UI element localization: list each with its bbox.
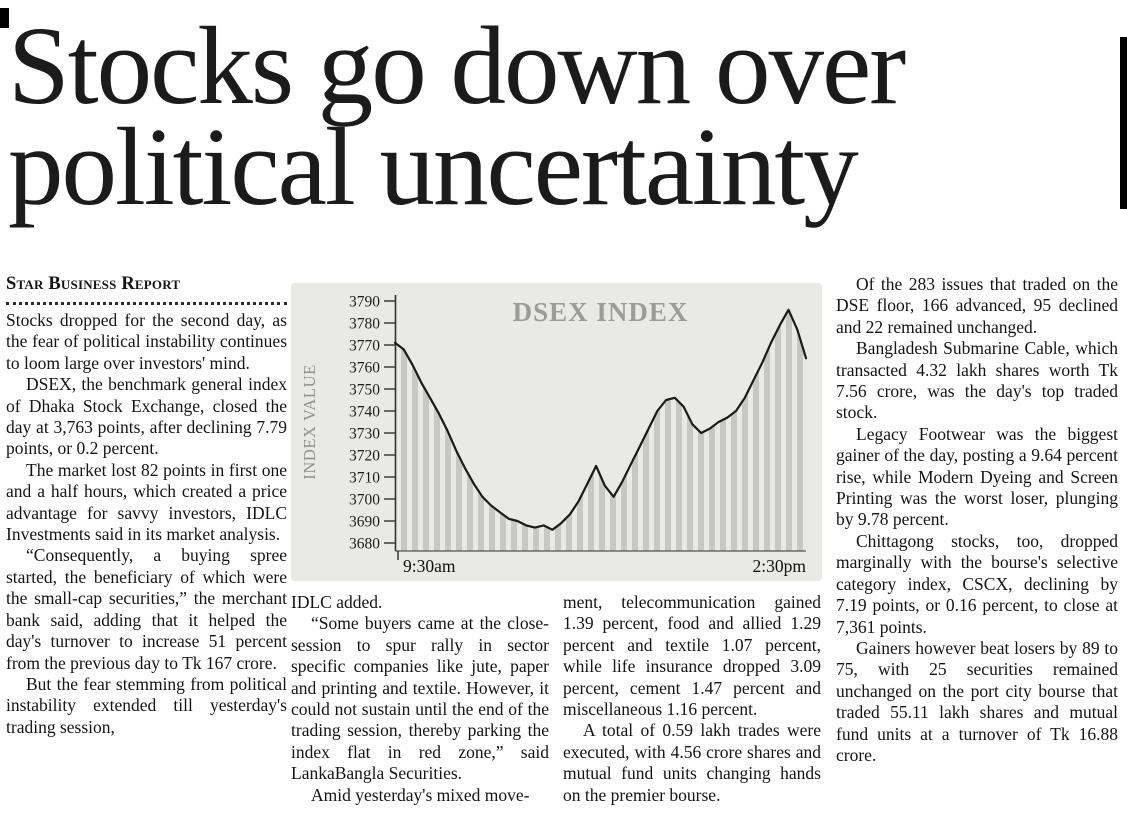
paragraph: Legacy Footwear was the biggest gainer o… <box>836 423 1118 530</box>
paragraph: Amid yesterday's mixed move- <box>311 784 530 805</box>
y-tick-label: 3780 <box>349 316 380 333</box>
paragraph: Stocks dropped for the second day, as th… <box>6 310 287 373</box>
article-headline: Stocks go down over political uncertaint… <box>8 5 1118 229</box>
y-tick-label: 3740 <box>349 404 380 421</box>
chart-ylabel: INDEX VALUE <box>300 364 319 480</box>
column-middle-right: ment, telecommunication gained 1.39 perc… <box>563 592 821 806</box>
y-tick-label: 3760 <box>349 360 380 377</box>
column-middle-left: IDLC added. “Some buyers came at the clo… <box>291 592 549 806</box>
paragraph: “Consequently, a buying spree started, t… <box>6 545 287 673</box>
y-tick-label: 3690 <box>349 514 380 531</box>
dsex-index-chart-svg: 3790 3780 3770 3760 3750 3740 3730 3720 3710 3700… <box>300 294 808 576</box>
y-tick-label: 3790 <box>349 294 380 311</box>
chart-title: DSEX INDEX <box>513 297 689 327</box>
y-tick-label: 3700 <box>349 492 380 509</box>
dsex-index-chart: 3790 3780 3770 3760 3750 3740 3730 3720 3710 3700… <box>291 283 822 581</box>
paragraph: DSEX, the benchmark general index of Dha… <box>6 374 287 459</box>
paragraph: The market lost 82 points in first one a… <box>6 459 287 545</box>
headline-line-2: political uncertainty <box>8 106 859 229</box>
paragraph: IDLC added. <box>291 592 383 612</box>
paragraph: But the fear stemming from political ins… <box>6 673 287 737</box>
paragraph: Of the 283 issues that traded on the DSE… <box>836 274 1118 337</box>
paragraph: A total of 0.59 lakh trades were execute… <box>563 720 821 805</box>
paragraph: ment, telecommunication gained 1.39 perc… <box>563 592 821 720</box>
x-axis-label-start: 9:30am <box>403 556 456 576</box>
y-tick-label: 3750 <box>349 382 380 399</box>
column-right: Of the 283 issues that traded on the DSE… <box>836 274 1118 766</box>
paragraph: Bangladesh Submarine Cable, which transa… <box>836 338 1118 423</box>
byline: Star Business Report <box>6 274 181 294</box>
y-tick-label: 3720 <box>349 448 380 465</box>
x-axis-label-end: 2:30pm <box>753 556 807 576</box>
paragraph: “Some buyers came at the close-session t… <box>291 613 549 784</box>
y-tick-label: 3680 <box>349 536 380 553</box>
column-left: Star Business Report Stocks dropped for … <box>6 274 287 738</box>
price-line <box>393 308 808 531</box>
print-artifact-top-left <box>0 8 9 28</box>
headline-line-1: Stocks go down over <box>8 5 906 128</box>
y-tick-label: 3730 <box>349 426 380 443</box>
paragraph: Gainers however beat losers by 89 to 75,… <box>836 637 1118 765</box>
paragraph: Chittagong stocks, too, dropped marginal… <box>836 530 1118 637</box>
price-area <box>395 309 806 551</box>
print-artifact-right-bar <box>1120 37 1127 209</box>
y-tick-label: 3770 <box>349 338 380 355</box>
y-tick-label: 3710 <box>349 470 380 487</box>
byline-divider <box>6 302 287 305</box>
